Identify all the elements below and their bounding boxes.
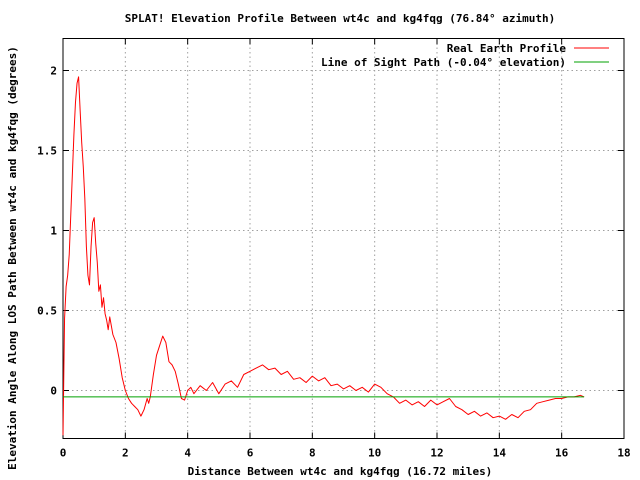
y-tick-label: 2 — [50, 65, 57, 78]
chart-title: SPLAT! Elevation Profile Between wt4c an… — [125, 12, 555, 25]
axis-ticks: 0 2 4 6 8 10 12 14 16 18 0 0.5 1 1.5 2 — [37, 38, 631, 460]
x-tick-label: 12 — [430, 447, 443, 460]
y-tick-label: 1.5 — [37, 145, 57, 158]
series-lines — [62, 76, 585, 436]
x-tick-label: 2 — [122, 447, 129, 460]
y-tick-label: 1 — [50, 225, 57, 238]
y-tick-label: 0 — [50, 385, 57, 398]
series-line-real-earth-profile — [62, 76, 585, 436]
legend-label-real-earth-profile: Real Earth Profile — [447, 42, 567, 55]
x-axis-label: Distance Between wt4c and kg4fqg (16.72 … — [188, 465, 493, 478]
x-tick-label: 4 — [184, 447, 191, 460]
x-tick-label: 16 — [555, 447, 569, 460]
x-tick-label: 10 — [368, 447, 381, 460]
x-tick-label: 0 — [60, 447, 67, 460]
legend-label-line-of-sight: Line of Sight Path (-0.04° elevation) — [321, 56, 566, 69]
plot-area-frame — [62, 38, 625, 439]
x-tick-label: 8 — [309, 447, 316, 460]
y-axis-label: Elevation Angle Along LOS Path Between w… — [6, 46, 19, 470]
legend: Real Earth Profile Line of Sight Path (-… — [321, 42, 609, 69]
y-tick-label: 0.5 — [37, 305, 57, 318]
x-tick-label: 6 — [247, 447, 254, 460]
x-tick-label: 18 — [617, 447, 630, 460]
x-tick-label: 14 — [493, 447, 507, 460]
